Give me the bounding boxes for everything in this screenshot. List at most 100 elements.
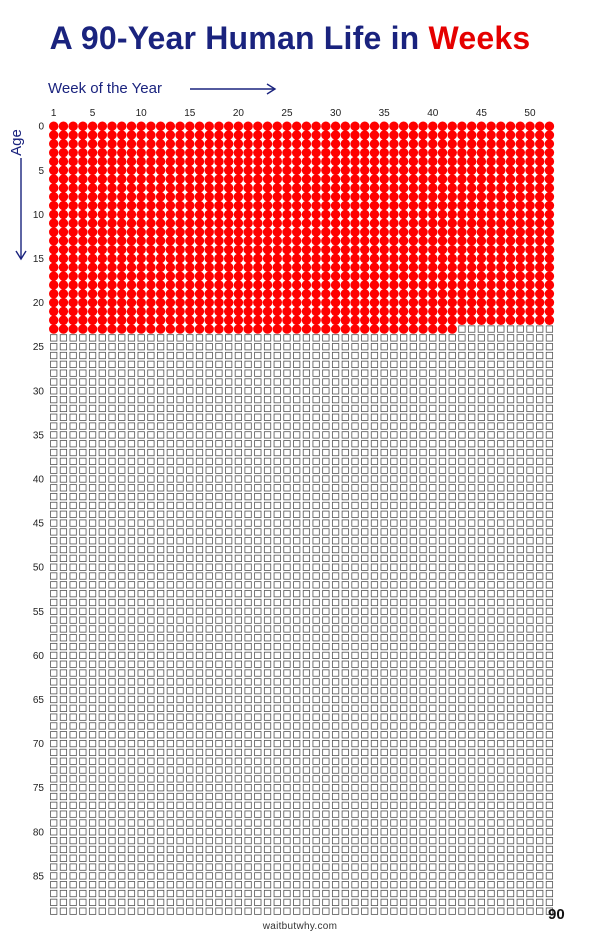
- week-empty: [351, 810, 359, 818]
- week-empty: [536, 590, 544, 598]
- week-empty: [166, 484, 174, 492]
- week-lived: [311, 147, 321, 158]
- age-row: [50, 634, 554, 642]
- week-empty: [477, 572, 485, 580]
- week-empty: [147, 598, 155, 607]
- week-lived: [253, 253, 263, 264]
- week-empty: [312, 907, 320, 915]
- week-empty: [176, 484, 184, 492]
- week-lived: [379, 192, 389, 202]
- week-empty: [98, 669, 106, 677]
- week-empty: [400, 422, 408, 430]
- week-empty: [370, 748, 379, 757]
- week-empty: [108, 537, 116, 545]
- week-empty: [283, 748, 291, 757]
- week-empty: [497, 572, 505, 580]
- week-empty: [312, 731, 320, 739]
- week-lived: [544, 280, 555, 290]
- week-empty: [59, 642, 68, 651]
- week-empty: [108, 581, 116, 589]
- week-empty: [400, 625, 408, 633]
- week-empty: [322, 625, 330, 633]
- week-lived: [330, 244, 341, 255]
- week-empty: [263, 545, 272, 554]
- week-lived: [535, 218, 545, 228]
- week-lived: [155, 174, 166, 184]
- week-empty: [458, 590, 466, 598]
- week-lived: [126, 130, 137, 140]
- week-empty: [50, 695, 58, 704]
- week-lived: [204, 271, 214, 281]
- week-empty: [176, 784, 184, 792]
- week-empty: [438, 378, 447, 386]
- week-empty: [312, 528, 320, 536]
- week-lived: [447, 271, 457, 281]
- week-lived: [408, 271, 419, 281]
- week-empty: [195, 889, 204, 898]
- week-lived: [486, 262, 496, 273]
- week-empty: [50, 554, 58, 562]
- week-empty: [400, 616, 408, 624]
- week-empty: [244, 784, 252, 792]
- week-lived: [175, 227, 185, 237]
- week-lived: [262, 236, 273, 246]
- week-lived: [466, 244, 477, 255]
- week-empty: [50, 669, 58, 677]
- week-empty: [50, 457, 58, 465]
- week-empty: [147, 792, 155, 801]
- week-empty: [545, 413, 554, 421]
- week-lived: [126, 121, 137, 131]
- week-empty: [157, 457, 165, 465]
- week-lived: [68, 306, 78, 317]
- week-empty: [69, 440, 77, 448]
- week-lived: [223, 121, 234, 131]
- week-empty: [516, 413, 524, 421]
- week-empty: [458, 722, 466, 730]
- week-empty: [147, 740, 155, 748]
- week-empty: [147, 907, 155, 915]
- week-empty: [108, 545, 116, 554]
- week-lived: [272, 324, 282, 334]
- week-lived: [486, 289, 496, 299]
- week-empty: [147, 757, 155, 765]
- week-empty: [88, 907, 97, 915]
- week-empty: [79, 484, 87, 492]
- week-lived: [214, 130, 224, 140]
- week-empty: [50, 784, 58, 792]
- week-empty: [176, 387, 184, 395]
- week-lived: [389, 271, 399, 281]
- week-empty: [419, 343, 427, 351]
- week-lived: [398, 121, 409, 131]
- week-empty: [263, 792, 272, 801]
- week-lived: [476, 227, 487, 237]
- week-empty: [506, 651, 515, 660]
- week-empty: [244, 448, 252, 457]
- week-empty: [195, 360, 204, 368]
- week-empty: [147, 545, 155, 554]
- week-empty: [477, 466, 485, 474]
- week-lived: [369, 130, 380, 140]
- week-empty: [361, 387, 369, 395]
- week-empty: [273, 678, 281, 686]
- week-empty: [79, 360, 87, 368]
- week-empty: [302, 369, 311, 377]
- week-empty: [390, 863, 398, 871]
- x-tick-label: 1: [51, 108, 57, 119]
- week-empty: [341, 440, 349, 448]
- week-empty: [429, 563, 437, 571]
- week-empty: [88, 819, 97, 827]
- week-lived: [282, 244, 292, 255]
- week-empty: [127, 369, 136, 377]
- week-lived: [292, 147, 302, 158]
- week-empty: [283, 642, 291, 651]
- week-empty: [59, 854, 68, 862]
- week-lived: [535, 271, 545, 281]
- week-lived: [87, 280, 98, 290]
- week-lived: [49, 121, 59, 131]
- week-empty: [79, 625, 87, 633]
- week-empty: [147, 572, 155, 580]
- week-empty: [176, 660, 184, 668]
- week-empty: [322, 554, 330, 562]
- week-lived: [496, 165, 506, 175]
- week-lived: [223, 306, 234, 317]
